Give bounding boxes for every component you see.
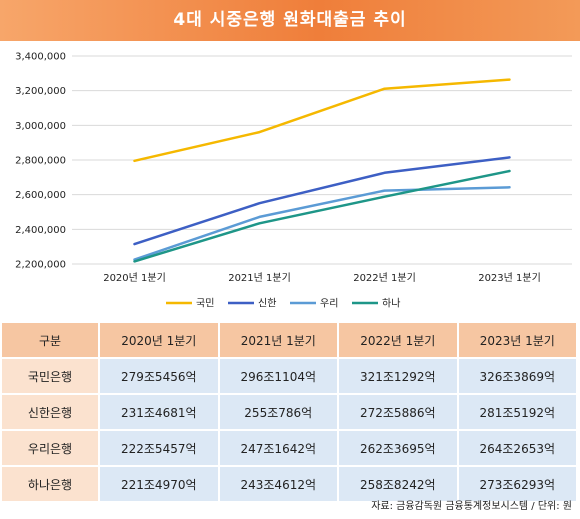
x-tick-label: 2020년 1분기 [103,272,166,284]
row-label: 우리은행 [2,431,100,467]
legend-label: 국민 [196,298,214,310]
row-label: 신한은행 [2,395,100,431]
table-row: 국민은행 279조5456억 296조1104억 321조1292억 326조3… [2,359,578,395]
table-cell: 255조786억 [219,395,339,431]
table-cell: 281조5192억 [458,395,578,431]
table-cell: 231조4681억 [100,395,220,431]
x-tick-label: 2021년 1분기 [228,272,291,284]
table-cell: 221조4970억 [100,467,220,503]
table-cell: 262조3695억 [339,431,459,467]
table-row: 하나은행 221조4970억 243조4612억 258조8242억 273조6… [2,467,578,503]
x-tick-label: 2023년 1분기 [478,272,541,284]
series-line-하나 [133,169,511,263]
y-tick-label: 3,200,000 [15,86,66,97]
table-header-cell: 2021년 1분기 [219,323,339,359]
table-cell: 222조5457억 [100,431,220,467]
y-tick-label: 3,000,000 [15,121,66,132]
table-cell: 296조1104억 [219,359,339,395]
legend-label: 신한 [258,298,276,310]
legend-label: 하나 [382,297,400,310]
x-tick-label: 2022년 1분기 [353,272,416,284]
table-cell: 243조4612억 [219,467,339,503]
table-header-row: 구분 2020년 1분기 2021년 1분기 2022년 1분기 2023년 1… [2,323,578,359]
table-header-cell: 2020년 1분기 [100,323,220,359]
y-tick-label: 3,400,000 [15,52,66,63]
row-label: 하나은행 [2,467,100,503]
series-line-우리 [133,186,511,261]
table-cell: 247조1642억 [219,431,339,467]
chart-title: 4대 시중은행 원화대출금 추이 [173,10,407,30]
title-bar [0,0,580,41]
table-cell: 272조5886억 [339,395,459,431]
series-line-신한 [133,156,511,246]
table-cell: 321조1292억 [339,359,459,395]
data-table: 구분 2020년 1분기 2021년 1분기 2022년 1분기 2023년 1… [2,323,578,503]
row-label: 국민은행 [2,359,100,395]
table-header-cell: 2023년 1분기 [458,323,578,359]
table-row: 신한은행 231조4681억 255조786억 272조5886억 281조51… [2,395,578,431]
table-cell: 258조8242억 [339,467,459,503]
y-tick-label: 2,800,000 [15,156,66,167]
legend-label: 우리 [320,298,338,310]
y-tick-label: 2,600,000 [15,190,66,201]
table-cell: 273조6293억 [458,467,578,503]
table-header-cell: 구분 [2,323,100,359]
line-chart: 2,200,000 2,400,000 2,600,000 2,800,000 3,00… [15,52,572,310]
y-tick-label: 2,200,000 [15,260,66,271]
series-line-국민 [133,78,511,163]
table-cell: 264조2653억 [458,431,578,467]
table-header-cell: 2022년 1분기 [339,323,459,359]
table-cell: 279조5456억 [100,359,220,395]
table-cell: 326조3869억 [458,359,578,395]
y-tick-label: 2,400,000 [15,225,66,236]
source-note: 자료: 금융감독원 금융통계정보시스템 / 단위: 원 [371,501,572,512]
table-row: 우리은행 222조5457억 247조1642억 262조3695억 264조2… [2,431,578,467]
